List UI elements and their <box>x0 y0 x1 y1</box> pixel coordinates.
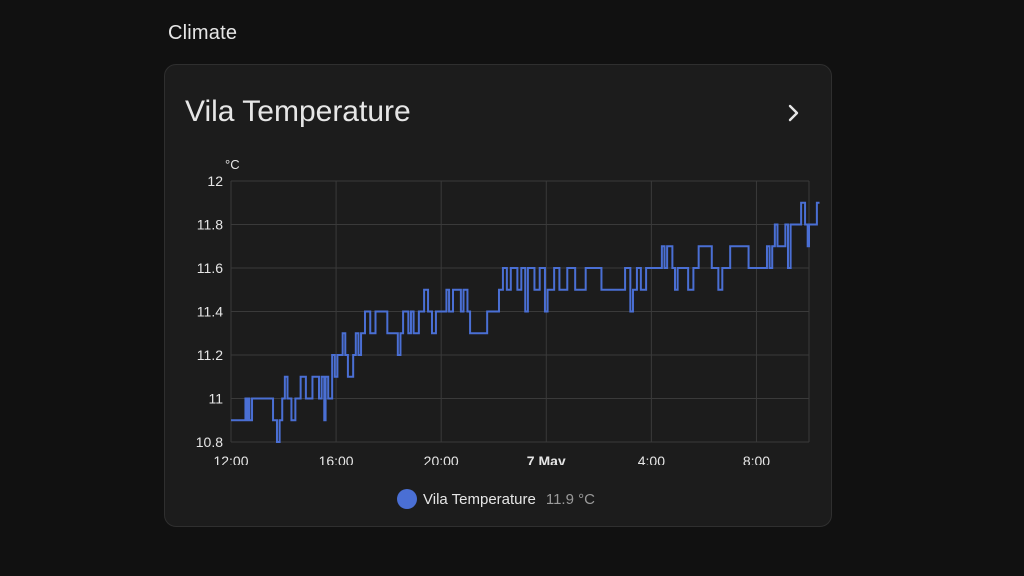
card-title[interactable]: Vila Temperature <box>185 95 411 128</box>
y-tick-label: 11.6 <box>197 260 223 276</box>
series-line <box>231 201 820 443</box>
y-axis-unit: °C <box>225 157 240 172</box>
y-tick-label: 10.8 <box>196 434 223 450</box>
legend-current-value: 11.9 °C <box>545 490 595 508</box>
y-tick-label: 11.8 <box>197 217 223 233</box>
y-tick-label: 12 <box>207 173 223 189</box>
y-tick-label: 11 <box>208 391 223 407</box>
x-tick-label: 8:00 <box>743 453 770 465</box>
x-tick-label: 12:00 <box>213 453 248 465</box>
x-tick-label: 16:00 <box>319 453 354 465</box>
legend-swatch <box>397 489 417 509</box>
section-title: Climate <box>168 22 238 44</box>
x-tick-label: 20:00 <box>424 453 459 465</box>
chart-legend[interactable]: Vila Temperature 11.9 °C <box>397 489 595 509</box>
x-tick-label: 7 May <box>527 453 566 465</box>
x-tick-label: 4:00 <box>638 453 665 465</box>
legend-series-name: Vila Temperature <box>423 490 536 508</box>
chevron-right-icon[interactable] <box>781 101 805 125</box>
temperature-card: Vila Temperature 12 11.8 11.6 11.4 11.2 11 10.… <box>164 64 832 527</box>
y-tick-label: 11.2 <box>197 347 223 363</box>
temperature-chart: 12 11.8 11.6 11.4 11.2 11 10.8 12:00 16:00 20:00 7… <box>196 157 820 465</box>
y-tick-label: 11.4 <box>197 304 223 320</box>
